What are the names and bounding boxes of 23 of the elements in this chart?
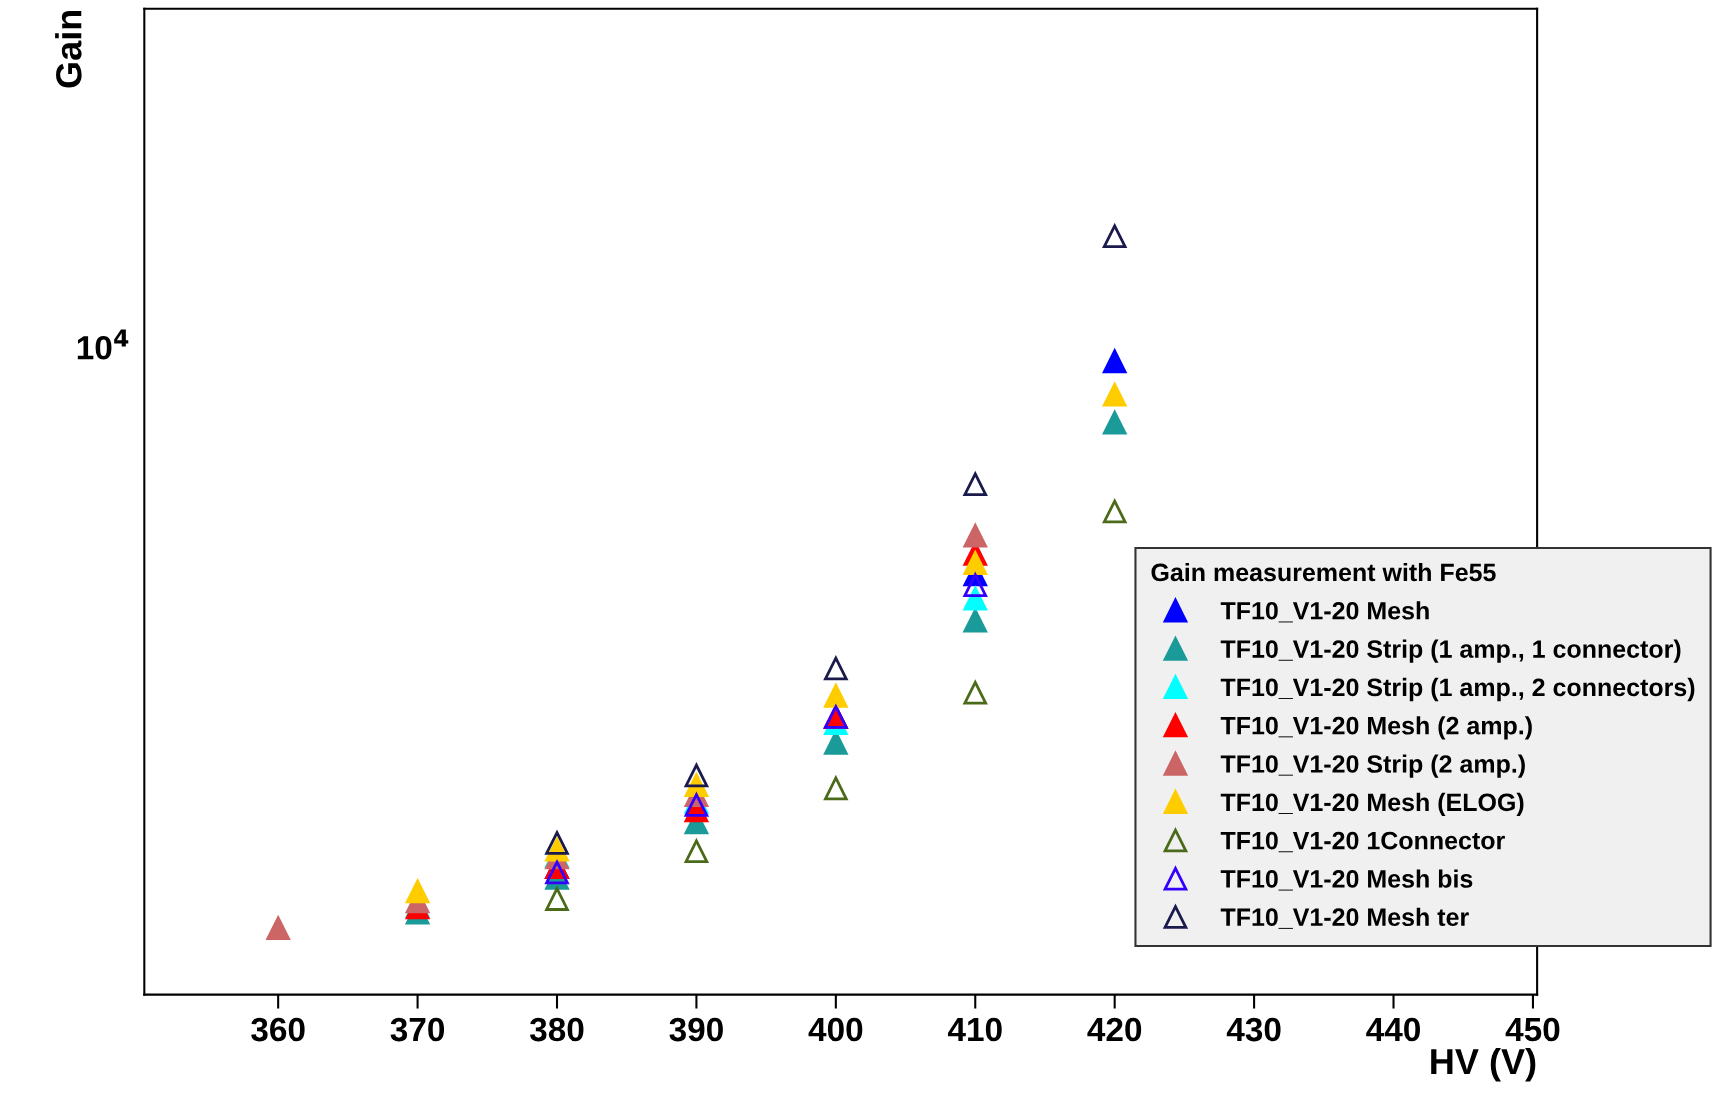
legend-label: TF10_V1-20 Strip (1 amp., 2 connectors) xyxy=(1220,677,1695,702)
legend-label: TF10_V1-20 Mesh xyxy=(1220,601,1429,623)
text: 10$^{4}$ xyxy=(77,329,129,360)
legend-label: TF10_V1-20 Mesh (ELOG) xyxy=(1220,792,1524,817)
x-tick-label: 440 xyxy=(1366,1017,1420,1042)
x-tick-label: 380 xyxy=(529,1017,584,1042)
x-axis-title: HV (V) xyxy=(1431,1047,1536,1082)
x-tick-label: 420 xyxy=(1087,1017,1142,1042)
legend-label: TF10_V1-20 Strip (1 amp., 1 connector) xyxy=(1220,639,1681,663)
x-tick-label: 430 xyxy=(1226,1017,1281,1042)
legend-label: TF10_V1-20 Strip (2 amp.) xyxy=(1220,754,1525,778)
x-tick-label: 400 xyxy=(808,1017,863,1042)
x-tick-label: 390 xyxy=(669,1017,723,1042)
x-tick-label: 370 xyxy=(390,1017,445,1042)
legend-label: TF10_V1-20 Mesh bis xyxy=(1220,869,1473,891)
y-axis-title: Gain xyxy=(55,10,82,88)
legend-title: Gain measurement with Fe55 xyxy=(1151,562,1496,582)
legend-label: TF10_V1-20 1Connector xyxy=(1220,831,1505,853)
x-tick-label: 360 xyxy=(251,1017,305,1042)
legend-label: TF10_V1-20 Mesh ter xyxy=(1220,907,1469,929)
legend-label: TF10_V1-20 Mesh (2 amp.) xyxy=(1220,716,1532,740)
x-tick-label: 450 xyxy=(1505,1017,1560,1042)
x-tick-label: 410 xyxy=(947,1017,1002,1042)
